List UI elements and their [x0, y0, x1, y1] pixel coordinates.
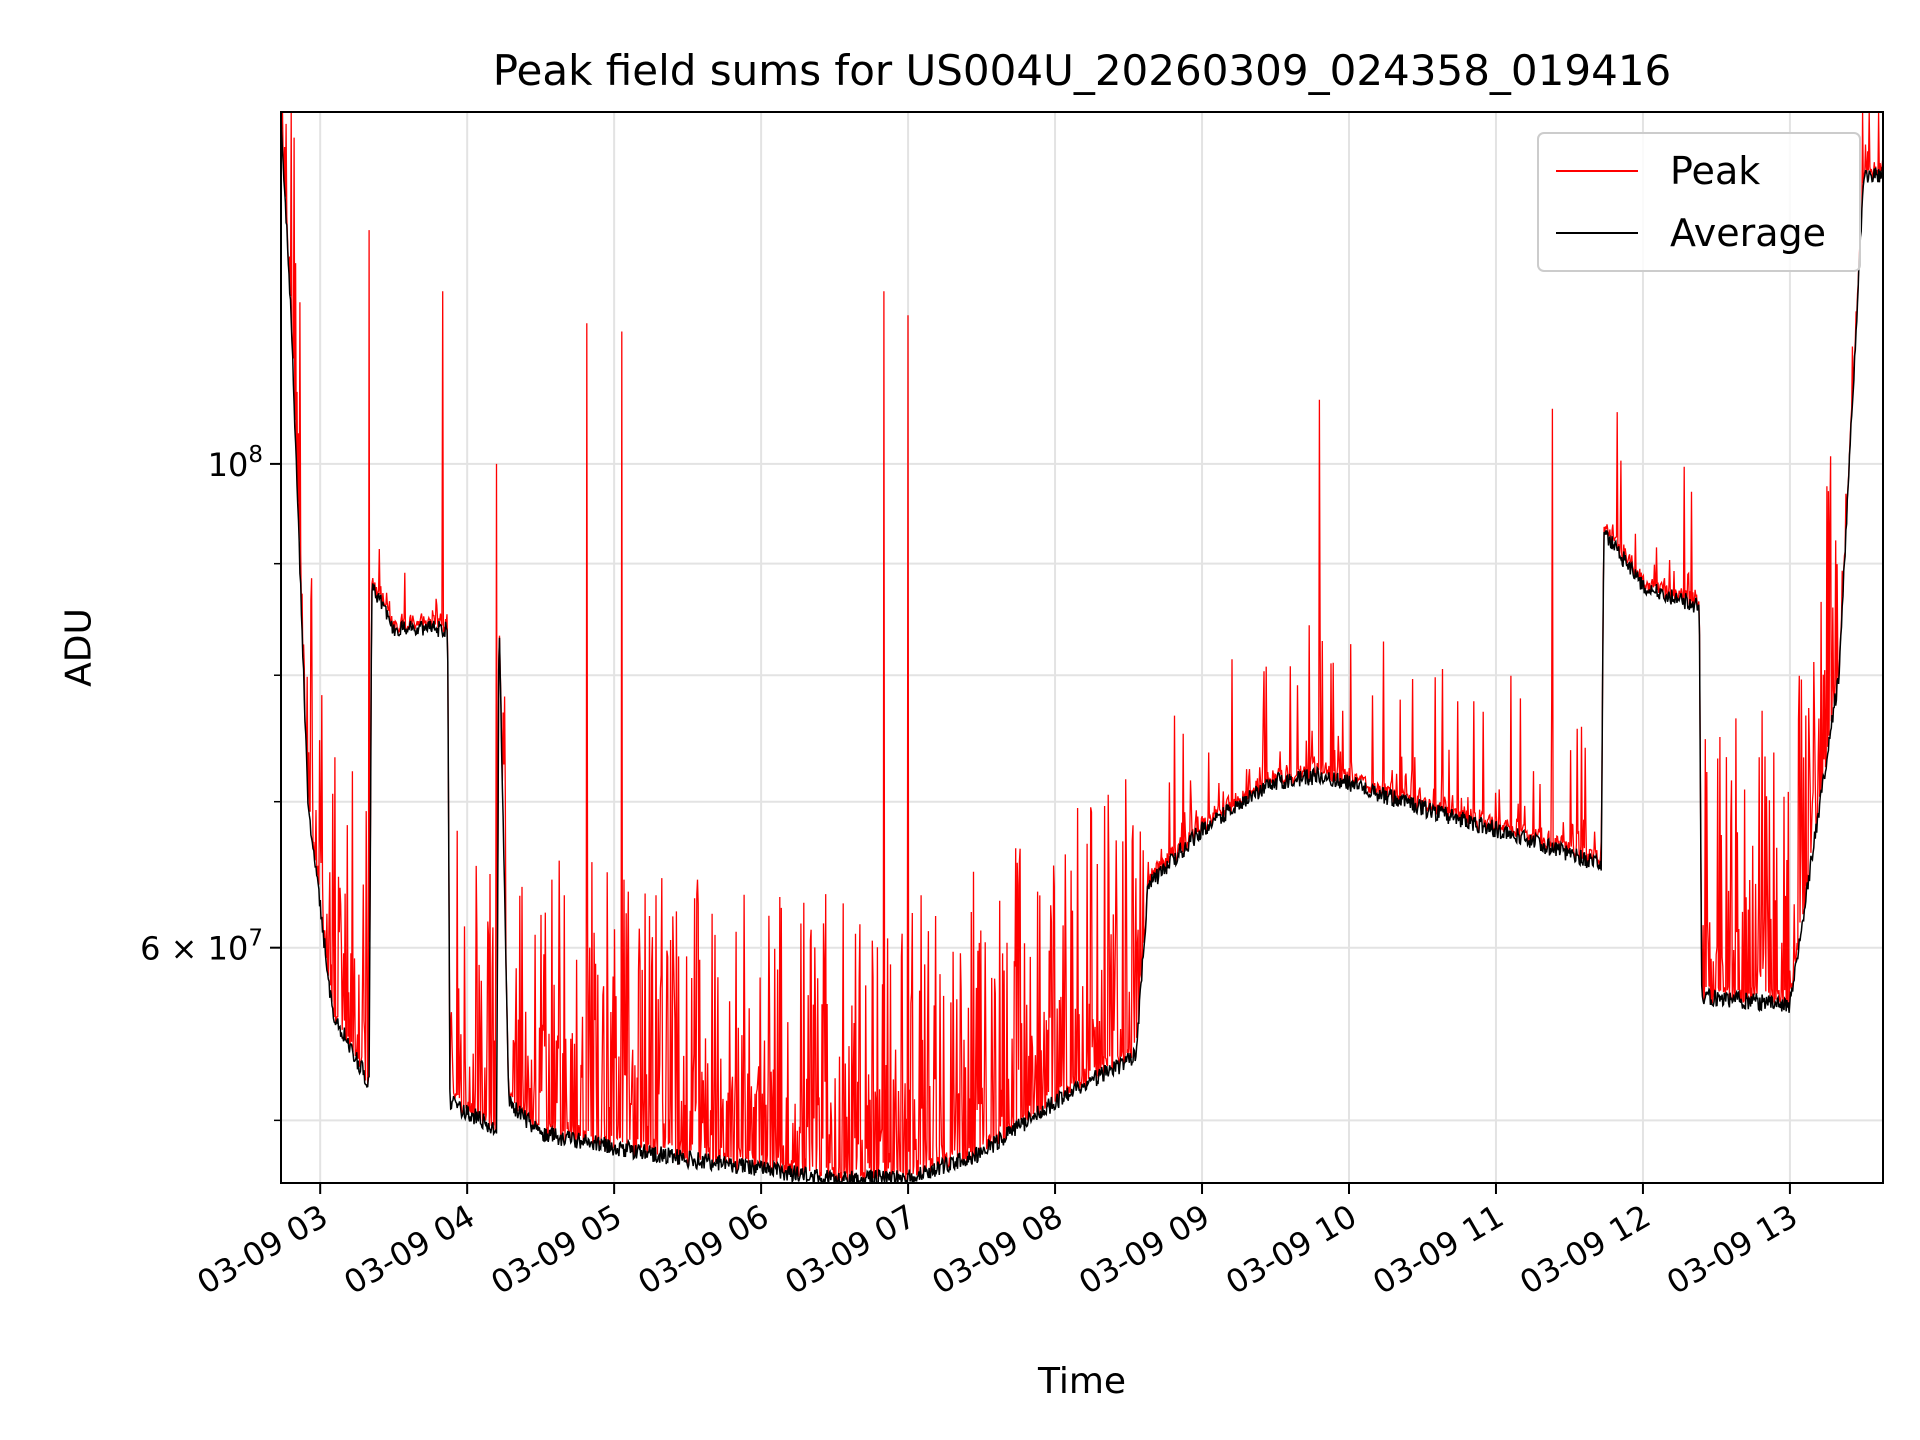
y-axis-label: ADU	[59, 608, 100, 687]
plot-area	[281, 112, 1883, 1183]
series-line-peak	[281, 112, 1883, 1183]
legend-label-peak: Peak	[1670, 149, 1760, 193]
y-tick-label: 108	[208, 442, 263, 484]
y-tick-label: 6 × 107	[140, 926, 263, 968]
series-line-average	[281, 112, 1883, 1183]
chart-title: Peak field sums for US004U_20260309_0243…	[493, 46, 1672, 95]
axes-frame	[280, 111, 1884, 1184]
legend-label-average: Average	[1670, 211, 1826, 255]
legend-box	[1537, 132, 1861, 272]
legend: Peak Average	[1537, 132, 1861, 272]
x-axis-label: Time	[1037, 1361, 1126, 1402]
